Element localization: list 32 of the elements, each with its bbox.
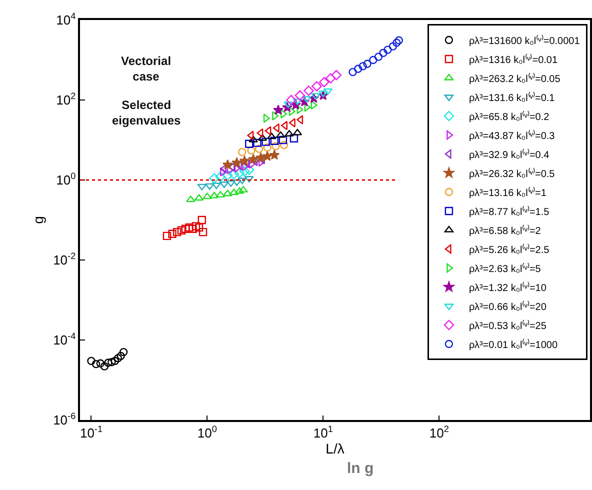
legend-label: ρλ³=8.77 k₀l⁽ᵛ⁾=1.5 [468, 204, 550, 218]
legend-label: ρλ³=13.16 k₀l⁽ᵛ⁾=1 [468, 186, 547, 199]
y-tick-label: 10$^{-4}$ [53, 331, 76, 348]
legend-label: ρλ³=0.66 k₀l⁽ᵛ⁾=20 [468, 300, 547, 313]
text: ln g [347, 460, 374, 477]
y-tick-label: 10$^{-6}$ [53, 411, 76, 428]
legend-label: ρλ³=131.6 k₀l⁽ᵛ⁾=0.1 [468, 90, 556, 104]
legend-label: ρλ³=263.2 k₀l⁽ᵛ⁾=0.05 [468, 72, 561, 85]
y-axis-title: g [30, 216, 46, 224]
y-tick-label: 10$^{-2}$ [53, 251, 76, 268]
legend-label: ρλ³=1.32 k₀l⁽ᵛ⁾=10 [468, 280, 547, 294]
x-tick-label: 10$^{0}$ [197, 424, 217, 440]
x-tick-label: 10$^{2}$ [429, 424, 449, 440]
legend-label: ρλ³=2.63 k₀l⁽ᵛ⁾=5 [468, 262, 542, 275]
legend-label: ρλ³=0.01 k₀l⁽ᵛ⁾=1000 [468, 338, 558, 351]
legend-label: ρλ³=6.58 k₀l⁽ᵛ⁾=2 [468, 224, 542, 237]
x-axis-title: L/λ [326, 440, 344, 456]
annotation: Selected eigenvalues [112, 98, 182, 128]
legend-label: ρλ³=131600 k₀l⁽ᵛ⁾=0.0001 [468, 34, 580, 47]
legend-label: ρλ³=43.87 k₀l⁽ᵛ⁾=0.3 [468, 128, 556, 142]
legend-label: ρλ³=5.26 k₀l⁽ᵛ⁾=2.5 [468, 242, 550, 256]
legend-label: ρλ³=0.53 k₀l⁽ᵛ⁾=25 [468, 318, 547, 332]
x-tick-label: 10$^{1}$ [313, 424, 333, 440]
legend-label: ρλ³=65.8 k₀l⁽ᵛ⁾=0.2 [468, 110, 550, 123]
legend-label: ρλ³=26.32 k₀l⁽ᵛ⁾=0.5 [468, 166, 556, 180]
annotation: Vectorial case [121, 54, 172, 84]
legend-label: ρλ³=1316 k₀l⁽ᵛ⁾=0.01 [468, 52, 558, 66]
y-tick-label: 10$^{2}$ [56, 91, 76, 108]
x-tick-label: 10$^{-1}$ [80, 424, 103, 440]
y-tick-label: 10$^{4}$ [56, 11, 76, 28]
legend-label: ρλ³=32.9 k₀l⁽ᵛ⁾=0.4 [468, 148, 550, 161]
y-tick-label: 10$^{0}$ [56, 171, 76, 188]
